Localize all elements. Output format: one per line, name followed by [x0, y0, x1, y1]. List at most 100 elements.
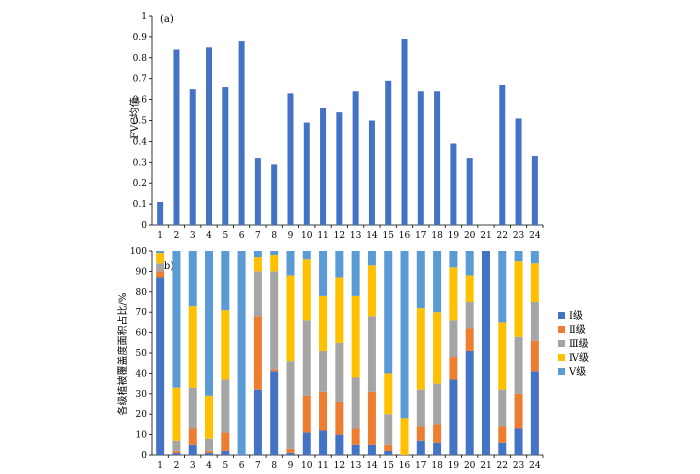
panel-a-y-tick-label: 0.5 [133, 117, 148, 127]
panel-b-segment-level-4 [465, 275, 474, 302]
panel-a-bar [434, 91, 441, 226]
panel-a-bar [238, 41, 245, 225]
panel-b-segment-level-1 [367, 444, 376, 455]
legend: Ⅰ级 Ⅱ级 Ⅲ级 Ⅳ级 Ⅴ级 [558, 310, 589, 378]
panel-b: (b) 各级植被覆盖度面积占比/% 0 10 20 30 40 50 60 70 80 90 100… [116, 247, 544, 471]
panel-b-y-tick-label: 60 [136, 329, 148, 339]
panel-b-segment-level-5 [221, 251, 230, 311]
panel-b-segment-level-1 [384, 450, 393, 455]
panel-b-segment-level-5 [384, 251, 393, 374]
panel-b-segment-level-3 [433, 383, 442, 425]
legend-label-level-4: Ⅳ级 [569, 352, 589, 364]
panel-a-bar [320, 107, 327, 225]
panel-b-x-tick-label: 4 [206, 461, 212, 471]
panel-b-segment-level-4 [514, 261, 523, 337]
panel-b-segment-level-4 [433, 312, 442, 384]
panel-a-x-tick-label: 5 [222, 231, 228, 241]
panel-a-bar [417, 91, 424, 226]
panel-b-segment-level-1 [498, 442, 507, 455]
panel-b-x-tick-label: 14 [366, 461, 378, 471]
panel-b-x-tick-label: 23 [513, 461, 525, 471]
panel-b-segment-level-5 [400, 251, 409, 419]
panel-b-segment-level-5 [465, 251, 474, 276]
panel-b-segment-level-5 [286, 251, 295, 276]
panel-a-x-tick-label: 23 [513, 231, 525, 241]
panel-b-segment-level-4 [156, 253, 165, 264]
panel-b-segment-level-4 [530, 263, 539, 302]
panel-b-segment-level-4 [351, 295, 360, 378]
panel-b-segment-level-2 [498, 426, 507, 443]
panel-a-bar [173, 49, 180, 225]
panel-b-segment-level-4 [188, 306, 197, 388]
panel-a-x-tick-label: 11 [317, 231, 328, 241]
panel-a-x-tick-label: 7 [255, 231, 261, 241]
panel-b-x-tick-label: 9 [288, 461, 294, 471]
panel-b-segment-level-5 [367, 251, 376, 266]
panel-b-segment-level-5 [514, 251, 523, 262]
panel-b-segment-level-1 [530, 371, 539, 455]
panel-b-segment-level-3 [188, 387, 197, 429]
panel-b-x-tick-label: 5 [222, 461, 228, 471]
panel-a-y-tick-label: 0.9 [133, 33, 148, 43]
panel-b-x-tick-label: 6 [239, 461, 245, 471]
panel-b-segment-level-2 [335, 401, 344, 435]
panel-b-segment-level-1 [253, 389, 262, 455]
panel-b-segment-level-2 [270, 369, 279, 372]
panel-b-x-tick-label: 19 [448, 461, 460, 471]
panel-b-x-tick-label: 1 [157, 461, 163, 471]
panel-a-x-tick-label: 13 [350, 231, 362, 241]
panel-b-segment-level-1 [514, 428, 523, 455]
panel-a-bar [499, 84, 506, 225]
panel-b-segment-level-2 [172, 450, 181, 453]
panel-b-segment-level-1 [205, 452, 214, 455]
panel-b-segment-level-3 [530, 302, 539, 341]
panel-b-y-tick-label: 90 [136, 267, 148, 277]
panel-b-segment-level-4 [416, 308, 425, 390]
panel-a-x-tick-label: 12 [334, 231, 345, 241]
panel-b-segment-level-3 [465, 302, 474, 329]
panel-b-segment-level-4 [335, 277, 344, 343]
panel-a-y-tick-label: 0 [141, 221, 147, 231]
panel-b-segment-level-3 [156, 263, 165, 272]
panel-b-segment-level-3 [498, 389, 507, 427]
panel-b-segment-level-1 [433, 442, 442, 455]
panel-a-y-tick-label: 1 [141, 12, 147, 22]
panel-b-y-tick-label: 10 [136, 431, 148, 441]
panel-a-x-tick-label: 15 [383, 231, 395, 241]
panel-a-x-tick-label: 4 [206, 231, 212, 241]
panel-a-bar [189, 89, 196, 226]
panel-a-bar [254, 158, 261, 225]
panel-b-segment-level-5 [416, 251, 425, 309]
panel-b-segment-level-4 [319, 295, 328, 351]
panel-b-segment-level-5 [237, 251, 246, 455]
panel-b-segment-level-3 [221, 379, 230, 433]
panel-b-segment-level-1 [156, 277, 165, 455]
panel-a-x-tick-label: 10 [301, 231, 313, 241]
panel-b-segment-level-2 [205, 450, 214, 453]
panel-b-segment-level-3 [514, 336, 523, 394]
panel-b-segment-level-3 [449, 320, 458, 358]
panel-a-bar [385, 80, 392, 225]
legend-swatch-level-3 [558, 340, 565, 347]
panel-b-y-tick-label: 40 [136, 369, 148, 379]
panel-b-segment-level-3 [319, 350, 328, 392]
panel-b-segment-level-5 [172, 251, 181, 388]
legend-swatch-level-5 [558, 368, 565, 375]
panel-b-segment-level-1 [188, 444, 197, 455]
panel-b-segment-level-4 [253, 257, 262, 272]
panel-b-y-tick-label: 50 [136, 349, 148, 359]
panel-b-segment-level-1 [319, 430, 328, 455]
panel-b-segment-level-5 [498, 251, 507, 323]
panel-b-segment-level-3 [335, 342, 344, 402]
panel-b-segment-level-2 [319, 391, 328, 431]
panel-a-x-tick-label: 16 [399, 231, 411, 241]
panel-a-bar [336, 112, 343, 225]
panel-b-label: (b) [160, 261, 174, 272]
panel-a-bar [466, 158, 473, 225]
panel-a-x-tick-label: 2 [174, 231, 180, 241]
panel-a-y-tick-label: 0.8 [133, 54, 148, 64]
panel-a-x-tick-label: 14 [366, 231, 378, 241]
panel-b-segment-level-2 [156, 271, 165, 278]
panel-b-x-tick-label: 21 [480, 461, 491, 471]
